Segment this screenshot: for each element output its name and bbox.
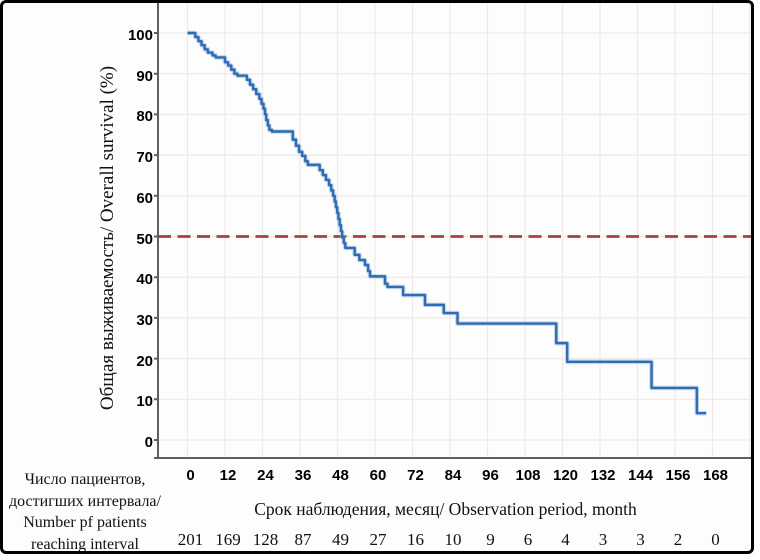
at-risk-label-line: Number pf patients: [23, 514, 147, 531]
at-risk-count: 16: [407, 530, 424, 549]
x-tick-label: 168: [702, 467, 729, 484]
y-tick-label: 20: [136, 352, 153, 370]
axis-lines: [154, 3, 751, 459]
at-risk-count: 169: [215, 530, 241, 549]
at-risk-count: 4: [561, 530, 570, 549]
x-tick-label: 0: [186, 467, 195, 484]
y-tick-label: 40: [136, 271, 153, 289]
y-tick-label: 70: [136, 149, 153, 167]
x-tick-label: 132: [590, 467, 616, 484]
at-risk-count: 49: [332, 530, 349, 549]
at-risk-count: 9: [486, 530, 495, 549]
y-tick-label: 60: [136, 189, 153, 207]
x-tick-label: 12: [219, 467, 237, 484]
at-risk-label: Число пациентов, достигших интервала/ Nu…: [7, 469, 163, 553]
at-risk-label-line: достигших интервала/: [9, 492, 161, 510]
survival-curve-halo: [187, 30, 707, 416]
y-tick-label: 0: [144, 434, 153, 451]
x-tick-label: 144: [627, 467, 654, 484]
x-tick-label: 36: [294, 467, 312, 484]
x-axis-title: Срок наблюдения, месяц/ Observation peri…: [254, 499, 637, 519]
survival-curve: [187, 31, 707, 415]
y-tick-label: 10: [136, 393, 153, 411]
x-tick-label: 72: [407, 467, 424, 484]
km-chart-canvas: [154, 3, 751, 459]
at-risk-count: 201: [177, 530, 204, 549]
x-tick-label: 60: [369, 467, 387, 484]
x-tick-label: 156: [665, 467, 691, 484]
y-tick-label: 50: [136, 230, 153, 248]
at-risk-count: 128: [252, 530, 279, 549]
at-risk-count: 87: [294, 530, 312, 549]
y-tick-label: 30: [136, 311, 153, 329]
at-risk-label-line: reaching interval: [31, 535, 139, 553]
x-tick-label: 24: [257, 467, 274, 484]
at-risk-count: 0: [711, 530, 720, 549]
at-risk-count: 3: [636, 530, 645, 549]
at-risk-count: 6: [523, 530, 533, 549]
at-risk-count: 27: [369, 530, 387, 549]
x-tick-label: 96: [482, 467, 499, 484]
at-risk-count: 3: [598, 530, 608, 549]
at-risk-count: 10: [444, 530, 462, 549]
x-tick-label: 48: [332, 467, 349, 484]
x-tick-label: 108: [515, 467, 541, 484]
y-tick-label: 100: [127, 27, 153, 44]
x-tick-label: 84: [444, 467, 462, 484]
y-tick-label: 80: [136, 108, 153, 126]
at-risk-label-line: Число пациентов,: [24, 471, 146, 488]
at-risk-count: 2: [673, 530, 683, 549]
x-tick-label: 120: [552, 467, 579, 484]
y-tick-label: 90: [136, 67, 153, 85]
